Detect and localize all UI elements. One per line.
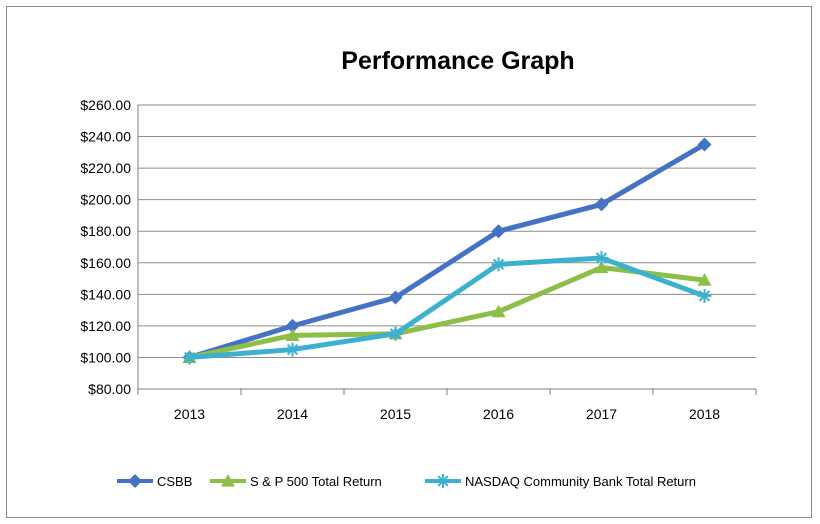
data-point-diamond [491, 224, 506, 239]
series-csbb [182, 137, 712, 365]
data-point-diamond [388, 290, 403, 305]
data-point-triangle [697, 273, 712, 286]
series-nasdaq-community-bank-total-return [182, 251, 712, 365]
data-point-asterisk [594, 251, 609, 266]
data-point-asterisk [388, 326, 403, 341]
y-tick-label: $220.00 [80, 160, 131, 176]
x-tick-label: 2015 [380, 406, 411, 422]
legend-label: NASDAQ Community Bank Total Return [465, 474, 696, 489]
data-point-triangle [491, 304, 506, 318]
series-line [187, 141, 707, 360]
data-point-diamond [697, 137, 712, 152]
legend-label: CSBB [157, 474, 192, 489]
legend-item: CSBB [117, 474, 192, 489]
y-tick-label: $180.00 [80, 223, 131, 239]
x-tick-label: 2014 [277, 406, 308, 422]
chart-frame: Performance Graph $80.00 $100.00 $120.00 $1… [6, 6, 812, 518]
legend-marker [128, 474, 142, 488]
x-tick-label: 2017 [586, 406, 617, 422]
data-point-asterisk [491, 257, 506, 272]
data-point-triangle [594, 260, 609, 274]
y-tick-label: $260.00 [80, 97, 131, 113]
y-tick-label: $100.00 [80, 349, 131, 365]
chart-title: Performance Graph [341, 47, 574, 75]
x-axis: 2013 2014 2015 2016 2017 2018 [137, 389, 757, 422]
legend-item: NASDAQ Community Bank Total Return [425, 474, 696, 489]
y-tick-label: $120.00 [80, 318, 131, 334]
data-point-diamond [594, 197, 609, 212]
data-point-asterisk [182, 350, 197, 365]
legend-marker [436, 474, 450, 488]
data-point-triangle [285, 328, 300, 341]
series-s-p-500-total-return [182, 260, 712, 364]
legend-label: S & P 500 Total Return [250, 474, 382, 489]
y-tick-label: $160.00 [80, 255, 131, 271]
x-tick-label: 2016 [483, 406, 514, 422]
y-tick-label: $240.00 [80, 129, 131, 145]
performance-chart: Performance Graph $80.00 $100.00 $120.00 $1… [80, 47, 757, 489]
data-point-diamond [285, 318, 300, 333]
legend-marker [221, 474, 235, 487]
legend: CSBB S & P 500 Total Return NASDAQ Communi… [117, 474, 696, 489]
x-tick-label: 2018 [689, 406, 720, 422]
y-axis: $80.00 $100.00 $120.00 $140.00 $160.00 $180.0… [80, 97, 139, 397]
y-tick-label: $200.00 [80, 192, 131, 208]
y-tick-label: $80.00 [88, 381, 131, 397]
data-point-asterisk [285, 342, 300, 357]
series-line [187, 255, 707, 360]
x-tick-label: 2013 [174, 406, 205, 422]
series-layer [182, 137, 712, 365]
y-tick-label: $140.00 [80, 286, 131, 302]
series-line [187, 265, 707, 360]
data-point-asterisk [697, 288, 712, 303]
legend-item: S & P 500 Total Return [210, 474, 382, 489]
